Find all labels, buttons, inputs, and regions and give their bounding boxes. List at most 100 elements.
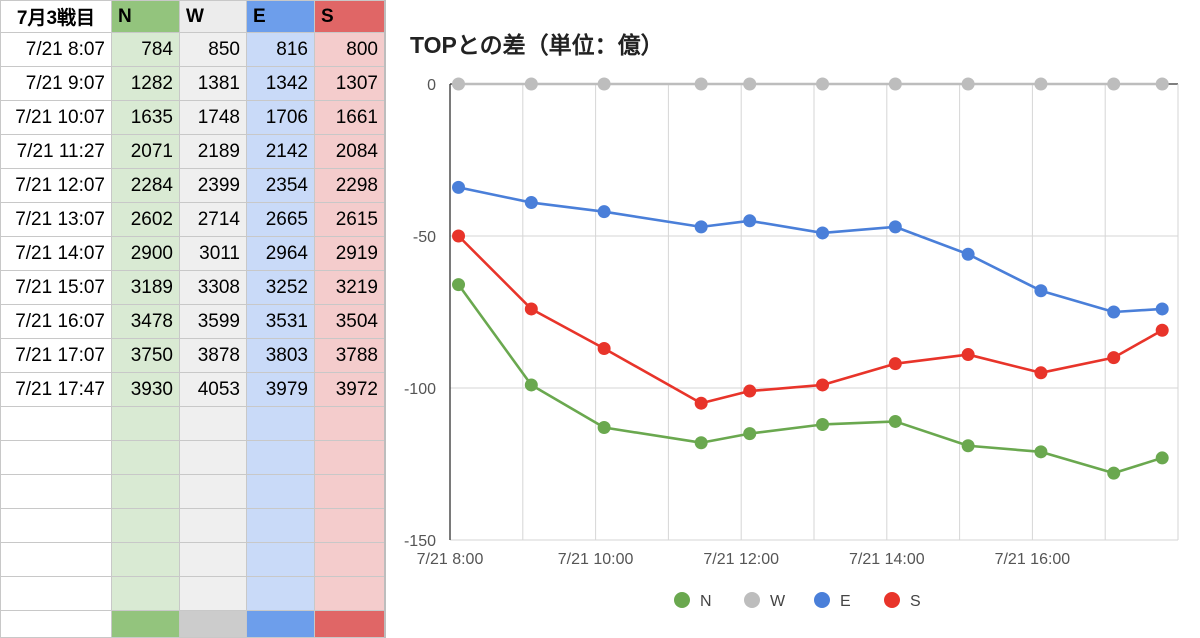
empty-cell[interactable] [0,508,112,544]
chart-title: TOPとの差（単位：億） [410,32,664,58]
cell-s[interactable]: 800 [314,31,385,68]
cell-time[interactable]: 7/21 17:07 [0,338,112,374]
data-point-n [888,414,902,428]
pane-divider[interactable] [384,0,386,638]
empty-cell[interactable] [314,474,385,510]
x-tick-label: 7/21 14:00 [849,551,925,568]
empty-cell[interactable] [246,440,315,476]
cell-n[interactable]: 2602 [111,202,180,238]
cell-s[interactable]: 3219 [314,270,385,306]
cell-w[interactable]: 3878 [179,338,247,374]
cell-s[interactable]: 1307 [314,66,385,102]
cell-w[interactable]: 3011 [179,236,247,272]
cell-time[interactable]: 7/21 9:07 [0,66,112,102]
cell-w[interactable]: 2189 [179,134,247,170]
cell-e[interactable]: 3252 [246,270,315,306]
empty-cell[interactable] [0,406,112,442]
footer-cell[interactable] [0,610,112,638]
cell-e[interactable]: 2665 [246,202,315,238]
cell-n[interactable]: 3478 [111,304,180,340]
empty-cell[interactable] [0,440,112,476]
cell-time[interactable]: 7/21 12:07 [0,168,112,204]
cell-e[interactable]: 2354 [246,168,315,204]
header-e[interactable]: E [246,0,315,33]
cell-n[interactable]: 1635 [111,100,180,136]
cell-w[interactable]: 3599 [179,304,247,340]
cell-n[interactable]: 2284 [111,168,180,204]
cell-n[interactable]: 784 [111,31,180,68]
cell-s[interactable]: 2084 [314,134,385,170]
empty-cell[interactable] [179,508,247,544]
cell-e[interactable]: 3979 [246,372,315,408]
empty-cell[interactable] [179,576,247,612]
cell-n[interactable]: 2900 [111,236,180,272]
cell-n[interactable]: 3750 [111,338,180,374]
cell-n[interactable]: 1282 [111,66,180,102]
empty-cell[interactable] [0,474,112,510]
empty-cell[interactable] [246,474,315,510]
cell-time[interactable]: 7/21 16:07 [0,304,112,340]
cell-w[interactable]: 850 [179,31,247,68]
empty-cell[interactable] [314,508,385,544]
cell-s[interactable]: 1661 [314,100,385,136]
cell-w[interactable]: 3308 [179,270,247,306]
cell-n[interactable]: 3189 [111,270,180,306]
cell-n[interactable]: 3930 [111,372,180,408]
cell-time[interactable]: 7/21 15:07 [0,270,112,306]
empty-cell[interactable] [179,406,247,442]
empty-cell[interactable] [179,474,247,510]
footer-cell[interactable] [314,610,385,638]
empty-cell[interactable] [111,542,180,578]
cell-w[interactable]: 2399 [179,168,247,204]
empty-cell[interactable] [0,576,112,612]
cell-e[interactable]: 2964 [246,236,315,272]
empty-cell[interactable] [111,440,180,476]
footer-cell[interactable] [246,610,315,638]
cell-s[interactable]: 3972 [314,372,385,408]
empty-cell[interactable] [314,406,385,442]
empty-cell[interactable] [111,576,180,612]
cell-s[interactable]: 3788 [314,338,385,374]
empty-cell[interactable] [246,542,315,578]
empty-cell[interactable] [314,576,385,612]
cell-time[interactable]: 7/21 13:07 [0,202,112,238]
cell-s[interactable]: 2919 [314,236,385,272]
header-w[interactable]: W [179,0,247,33]
cell-n[interactable]: 2071 [111,134,180,170]
empty-cell[interactable] [246,508,315,544]
cell-time[interactable]: 7/21 17:47 [0,372,112,408]
header-n[interactable]: N [111,0,180,33]
sheet-title-cell[interactable]: 7月3戦目 [0,0,112,33]
empty-cell[interactable] [314,440,385,476]
cell-w[interactable]: 1381 [179,66,247,102]
cell-e[interactable]: 1706 [246,100,315,136]
empty-cell[interactable] [314,542,385,578]
cell-time[interactable]: 7/21 10:07 [0,100,112,136]
empty-cell[interactable] [179,440,247,476]
cell-e[interactable]: 2142 [246,134,315,170]
cell-w[interactable]: 2714 [179,202,247,238]
footer-cell[interactable] [179,610,247,638]
cell-time[interactable]: 7/21 8:07 [0,31,112,68]
cell-e[interactable]: 1342 [246,66,315,102]
data-point-n [694,436,708,450]
cell-w[interactable]: 1748 [179,100,247,136]
cell-s[interactable]: 3504 [314,304,385,340]
empty-cell[interactable] [246,576,315,612]
header-s[interactable]: S [314,0,385,33]
cell-w[interactable]: 4053 [179,372,247,408]
cell-time[interactable]: 7/21 11:27 [0,134,112,170]
empty-cell[interactable] [179,542,247,578]
empty-cell[interactable] [111,508,180,544]
cell-time[interactable]: 7/21 14:07 [0,236,112,272]
cell-s[interactable]: 2298 [314,168,385,204]
cell-e[interactable]: 3531 [246,304,315,340]
cell-e[interactable]: 816 [246,31,315,68]
empty-cell[interactable] [111,406,180,442]
cell-s[interactable]: 2615 [314,202,385,238]
empty-cell[interactable] [111,474,180,510]
empty-cell[interactable] [246,406,315,442]
cell-e[interactable]: 3803 [246,338,315,374]
footer-cell[interactable] [111,610,180,638]
empty-cell[interactable] [0,542,112,578]
